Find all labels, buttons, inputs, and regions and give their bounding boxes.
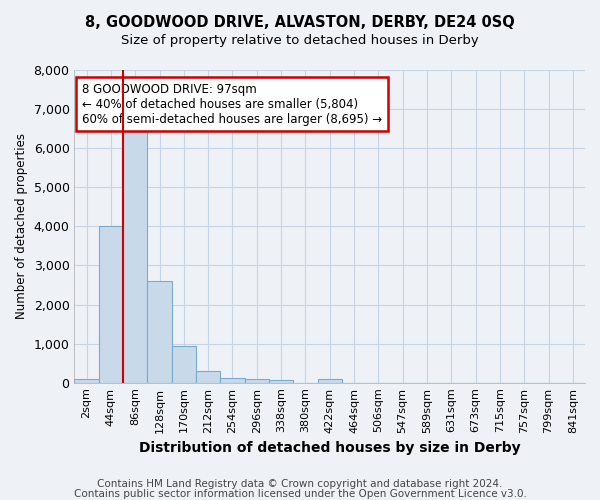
Bar [148, 281, 172, 382]
Bar [269, 380, 293, 382]
Bar [220, 378, 245, 382]
Text: Contains public sector information licensed under the Open Government Licence v3: Contains public sector information licen… [74, 489, 526, 499]
X-axis label: Distribution of detached houses by size in Derby: Distribution of detached houses by size … [139, 441, 521, 455]
Text: 8 GOODWOOD DRIVE: 97sqm
← 40% of detached houses are smaller (5,804)
60% of semi: 8 GOODWOOD DRIVE: 97sqm ← 40% of detache… [82, 82, 382, 126]
Y-axis label: Number of detached properties: Number of detached properties [15, 134, 28, 320]
Text: Size of property relative to detached houses in Derby: Size of property relative to detached ho… [121, 34, 479, 47]
Bar [245, 379, 269, 382]
Bar [99, 226, 123, 382]
Bar [172, 346, 196, 383]
Text: Contains HM Land Registry data © Crown copyright and database right 2024.: Contains HM Land Registry data © Crown c… [97, 479, 503, 489]
Bar [196, 370, 220, 382]
Bar [74, 379, 99, 382]
Bar [317, 379, 342, 382]
Bar [123, 126, 148, 382]
Text: 8, GOODWOOD DRIVE, ALVASTON, DERBY, DE24 0SQ: 8, GOODWOOD DRIVE, ALVASTON, DERBY, DE24… [85, 15, 515, 30]
